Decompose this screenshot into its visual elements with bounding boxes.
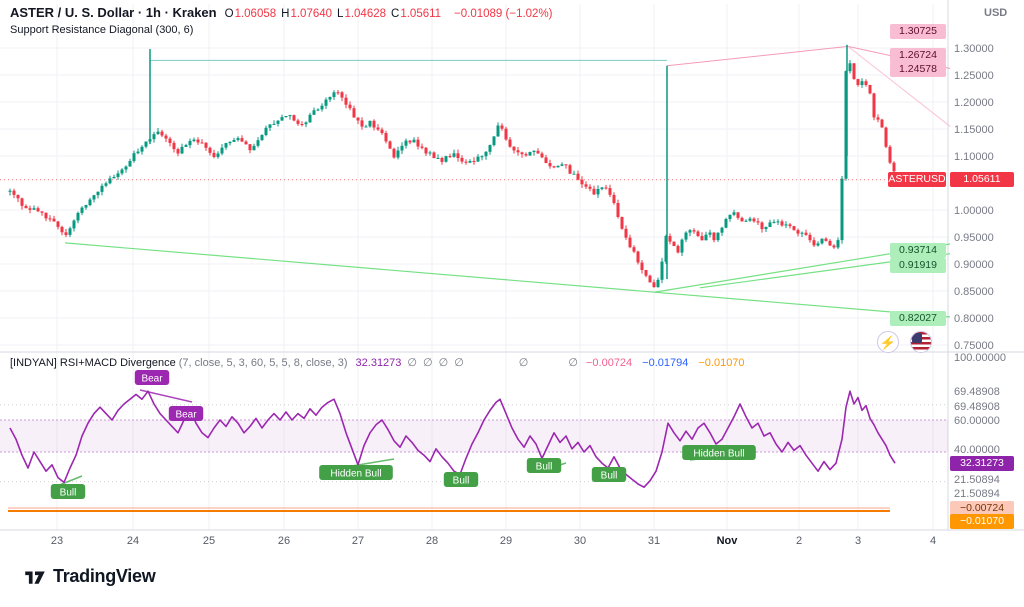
ohlc-pair: H1.07640: [281, 8, 333, 20]
indicator-value: ∅: [568, 357, 578, 369]
axis-price-badge: 1.05611: [950, 172, 1014, 187]
time-axis-label[interactable]: 3: [855, 535, 861, 547]
rsi-indicator-params: (7, close, 5, 3, 60, 5, 5, 8, close, 3): [178, 357, 348, 369]
time-axis-label[interactable]: Nov: [717, 535, 739, 547]
axis-price-badge: −0.00724: [950, 501, 1014, 516]
indicator-value: 32.31273: [355, 357, 402, 369]
axis-label: 1.10000: [954, 151, 994, 163]
chart-price-badge: 1.30725: [890, 24, 946, 39]
svg-text:Bull: Bull: [60, 488, 77, 499]
divergence-label: Bear: [168, 406, 204, 421]
instant-trading-button[interactable]: ⚡: [877, 331, 899, 353]
symbol-header: ASTER / U. S. Dollar · 1h · Kraken O1.06…: [10, 5, 553, 20]
chart-price-badge: 0.91919: [890, 258, 946, 273]
axis-label: 0.90000: [954, 259, 994, 271]
axis-label: 40.00000: [954, 444, 1000, 456]
symbol-title[interactable]: ASTER / U. S. Dollar · 1h · Kraken: [10, 5, 217, 20]
ohlc-pair: L1.04628: [337, 8, 387, 20]
axis-label: 1.15000: [954, 124, 994, 136]
divergence-label: Bull: [443, 472, 479, 487]
axis-label: 21.50894: [954, 488, 1000, 500]
indicator-value: ∅: [407, 357, 418, 369]
ohlc-values: O1.06058 H1.07640 L1.04628 C1.05611: [225, 8, 446, 20]
rsi-indicator-title: [INDYAN] RSI+MACD Divergence: [10, 357, 176, 369]
axis-label: 60.00000: [954, 415, 1000, 427]
svg-text:Hidden Bull: Hidden Bull: [693, 449, 744, 460]
indicator-value: ∅: [423, 357, 433, 369]
divergence-label: Bull: [50, 484, 86, 499]
time-axis-label[interactable]: 26: [278, 535, 290, 547]
divergence-label: Bear: [134, 370, 170, 385]
time-axis-label[interactable]: 31: [648, 535, 660, 547]
axis-label: 69.48908: [954, 386, 1000, 398]
chart-price-badge: 1.26724: [890, 48, 946, 63]
divergence-label: Hidden Bull: [319, 465, 393, 480]
indicator-value: −0.00724: [585, 357, 633, 369]
svg-text:Bull: Bull: [601, 471, 618, 482]
indicator-value: −0.01794: [642, 357, 689, 369]
tradingview-logo[interactable]: TradingView: [24, 566, 156, 587]
tradingview-logo-icon: [25, 571, 45, 584]
axis-label: 0.80000: [954, 313, 994, 325]
axis-price-badge: −0.01070: [950, 514, 1014, 529]
time-axis-label[interactable]: 2: [796, 535, 802, 547]
indicator-value: ∅: [454, 357, 464, 369]
axis-label: 1.20000: [954, 97, 994, 109]
time-axis-label[interactable]: 23: [51, 535, 63, 547]
axis-label: 69.48908: [954, 401, 1000, 413]
axis-label: 1.30000: [954, 43, 994, 55]
time-axis-label[interactable]: 27: [352, 535, 364, 547]
indicator-title: Support Resistance Diagonal (300, 6): [10, 24, 194, 36]
svg-text:Hidden Bull: Hidden Bull: [330, 469, 381, 480]
chart-price-badge: 1.24578: [890, 62, 946, 77]
divergence-label: Bull: [526, 458, 562, 473]
indicator-value: ∅: [518, 357, 529, 369]
ohlc-pair: C1.05611: [391, 8, 442, 20]
divergence-label: Hidden Bull: [682, 445, 756, 460]
axis-label: 100.00000: [954, 352, 1006, 364]
axis-label: 0.85000: [954, 286, 994, 298]
us-flag-icon: [912, 333, 922, 343]
divergence-label: Bull: [591, 467, 627, 482]
tradingview-logo-text: TradingView: [53, 566, 156, 586]
chart-price-badge: 0.93714: [890, 243, 946, 258]
chart-price-badge: 0.82027: [890, 311, 946, 326]
ohlc-pair: O1.06058: [224, 8, 277, 20]
time-axis-label[interactable]: 25: [203, 535, 215, 547]
chart-price-badge: ASTERUSD: [888, 172, 946, 187]
indicator-value: −0.01070: [698, 357, 745, 369]
svg-text:Bear: Bear: [175, 410, 197, 421]
indicator-value: ∅: [438, 357, 449, 369]
chart-canvas[interactable]: Bear Bear Bull Hidden Bull Bull Bull Bull Hidde…: [0, 0, 1024, 552]
time-axis-label[interactable]: 30: [574, 535, 586, 547]
indicator-row-support-resistance[interactable]: Support Resistance Diagonal (300, 6): [10, 24, 193, 36]
time-axis-label[interactable]: 28: [426, 535, 438, 547]
currency-label[interactable]: USD: [984, 7, 1008, 19]
rsi-indicator-values: 32.31273 ∅ ∅ ∅ ∅ ∅ ∅ −0.00724 −0.01794 −0.01070: [348, 357, 745, 369]
lightning-icon: ⚡: [879, 334, 897, 350]
axis-label: 21.50894: [954, 474, 1000, 486]
axis-label: 0.75000: [954, 340, 994, 352]
time-axis-label[interactable]: 4: [930, 535, 936, 547]
time-axis-label[interactable]: 24: [127, 535, 139, 547]
svg-text:Bull: Bull: [453, 476, 470, 487]
svg-text:Bear: Bear: [141, 374, 163, 385]
change-value: −0.01089 (−1.02%): [454, 8, 553, 20]
axis-label: 1.00000: [954, 205, 994, 217]
time-axis-label[interactable]: 29: [500, 535, 512, 547]
axis-label: 0.95000: [954, 232, 994, 244]
axis-price-badge: 32.31273: [950, 456, 1014, 471]
svg-text:Bull: Bull: [536, 462, 553, 473]
indicator-row-rsi-macd[interactable]: [INDYAN] RSI+MACD Divergence (7, close, 5…: [10, 356, 745, 369]
us-flag-button[interactable]: [910, 331, 932, 353]
axis-label: 1.25000: [954, 70, 994, 82]
